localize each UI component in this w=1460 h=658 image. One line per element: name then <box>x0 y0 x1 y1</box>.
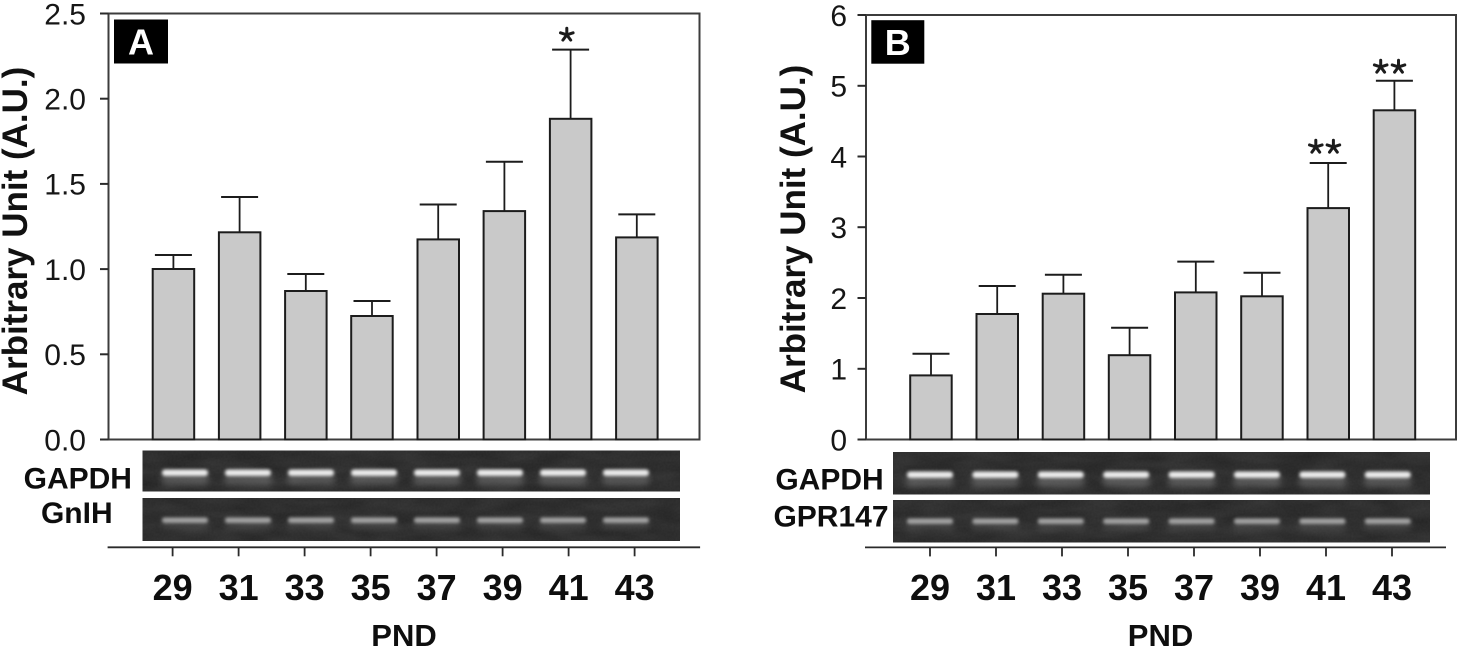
svg-text:41: 41 <box>1306 567 1346 608</box>
svg-text:Arbitrary Unit (A.U.): Arbitrary Unit (A.U.) <box>774 65 813 394</box>
svg-text:GAPDH: GAPDH <box>775 464 883 497</box>
svg-text:3: 3 <box>830 212 847 245</box>
svg-text:GPR147: GPR147 <box>773 501 888 534</box>
svg-text:6: 6 <box>830 0 847 33</box>
svg-text:PND: PND <box>1128 618 1193 653</box>
svg-text:29: 29 <box>153 567 193 608</box>
svg-text:2.0: 2.0 <box>44 84 86 117</box>
svg-text:GAPDH: GAPDH <box>24 463 132 496</box>
svg-text:A: A <box>128 22 154 63</box>
svg-text:0: 0 <box>830 424 847 457</box>
svg-text:GnIH: GnIH <box>41 497 113 530</box>
svg-text:39: 39 <box>1240 567 1280 608</box>
svg-text:31: 31 <box>976 567 1016 608</box>
svg-text:33: 33 <box>285 567 325 608</box>
svg-text:39: 39 <box>483 567 523 608</box>
svg-text:1.5: 1.5 <box>44 169 86 202</box>
svg-text:B: B <box>885 22 911 63</box>
svg-text:5: 5 <box>830 71 847 104</box>
svg-text:41: 41 <box>549 567 589 608</box>
svg-text:2.5: 2.5 <box>44 0 86 31</box>
svg-text:37: 37 <box>1174 567 1214 608</box>
svg-text:43: 43 <box>1372 567 1412 608</box>
svg-text:31: 31 <box>219 567 259 608</box>
svg-text:1: 1 <box>830 354 847 387</box>
svg-text:43: 43 <box>615 567 655 608</box>
svg-text:4: 4 <box>830 141 847 174</box>
svg-text:33: 33 <box>1042 567 1082 608</box>
svg-text:29: 29 <box>910 567 950 608</box>
svg-text:37: 37 <box>417 567 457 608</box>
svg-text:0.0: 0.0 <box>44 424 86 457</box>
svg-text:35: 35 <box>351 567 391 608</box>
svg-text:PND: PND <box>371 618 436 653</box>
svg-text:Arbitrary Unit (A.U.): Arbitrary Unit (A.U.) <box>0 67 35 396</box>
svg-text:0.5: 0.5 <box>44 339 86 372</box>
svg-text:35: 35 <box>1108 567 1148 608</box>
svg-text:1.0: 1.0 <box>44 254 86 287</box>
svg-text:2: 2 <box>830 283 847 316</box>
